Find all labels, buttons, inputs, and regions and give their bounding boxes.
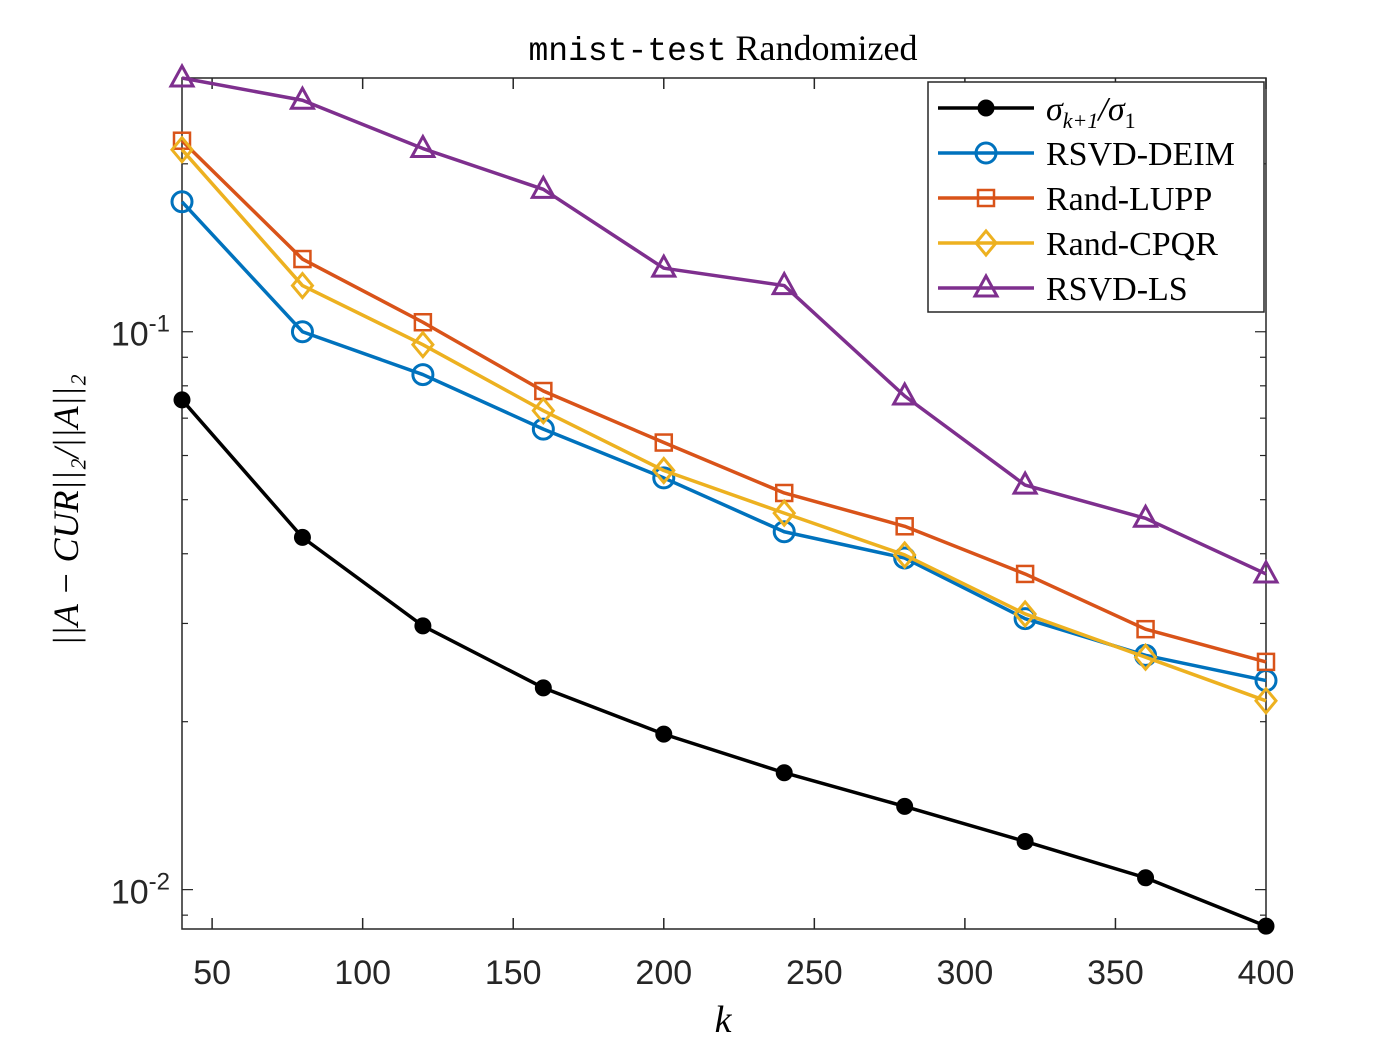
data-point	[170, 135, 194, 165]
data-point	[1133, 642, 1158, 672]
data-point	[1137, 869, 1155, 887]
legend-swatch-marker	[972, 272, 1000, 298]
y-tick-label: 10-1	[111, 311, 170, 354]
data-point	[1254, 686, 1278, 716]
data-point	[772, 520, 796, 544]
data-point	[654, 433, 674, 452]
data-point	[411, 363, 435, 387]
data-point	[1256, 652, 1276, 672]
data-point	[409, 133, 437, 159]
legend-swatch-marker	[974, 141, 998, 165]
data-point	[651, 456, 676, 485]
data-point	[1136, 619, 1155, 639]
chart-title-code: mnist-test	[529, 33, 727, 70]
data-point	[293, 528, 311, 546]
legend-label: RSVD-DEIM	[1046, 136, 1235, 173]
legend-label: Rand-CPQR	[1046, 226, 1218, 263]
x-tick-label: 200	[635, 954, 692, 992]
chart-title: mnist-test Randomized	[529, 28, 918, 70]
data-point	[414, 617, 432, 635]
x-axis-label: k	[715, 999, 733, 1041]
data-point	[891, 380, 919, 406]
series-3	[170, 135, 1278, 716]
data-point	[895, 517, 914, 536]
series-layer	[168, 62, 1280, 935]
x-tick-label: 50	[193, 954, 231, 992]
data-point	[892, 540, 917, 570]
data-point	[1011, 469, 1039, 495]
x-tick-label: 250	[786, 954, 843, 992]
x-tick-label: 150	[485, 954, 542, 992]
data-point	[772, 498, 797, 528]
series-line	[180, 139, 1267, 664]
x-tick-label: 350	[1087, 954, 1144, 992]
chart-title-text: Randomized	[727, 28, 918, 68]
data-point	[655, 725, 673, 743]
data-point	[775, 764, 793, 782]
data-point	[529, 174, 557, 199]
x-tick-label: 400	[1238, 954, 1295, 992]
data-point	[896, 797, 914, 815]
data-point	[1252, 558, 1280, 584]
data-point	[172, 131, 192, 150]
data-point	[770, 270, 798, 296]
data-point	[1257, 917, 1275, 935]
y-tick-label: 10-2	[111, 869, 170, 912]
legend-swatch-marker	[976, 188, 996, 208]
data-point	[652, 466, 676, 490]
data-point	[1016, 832, 1034, 850]
series-line	[180, 398, 1267, 928]
data-point	[1132, 503, 1160, 528]
x-tick-label: 300	[937, 954, 994, 992]
series-4	[168, 62, 1280, 584]
x-tick-label: 100	[334, 954, 391, 992]
data-point	[413, 312, 433, 332]
data-point	[410, 330, 435, 360]
data-point	[293, 249, 312, 269]
legend-label: RSVD-LS	[1046, 271, 1188, 308]
data-point	[534, 679, 552, 697]
data-point	[650, 253, 678, 278]
series-0	[173, 391, 1275, 935]
data-point	[290, 320, 314, 344]
data-point	[168, 62, 196, 88]
legend-label: σk+1/σ1	[1046, 91, 1136, 133]
legend-swatch-marker	[977, 99, 995, 117]
data-point	[288, 85, 316, 110]
svg-text:mnist-test Randomized: mnist-test Randomized	[529, 28, 918, 70]
data-point	[173, 391, 191, 409]
data-point	[1013, 599, 1038, 629]
series-line	[180, 148, 1267, 703]
data-point	[531, 417, 555, 441]
series-line	[181, 76, 1267, 576]
legend-label: Rand-LUPP	[1046, 181, 1212, 218]
data-point	[531, 396, 556, 426]
legend-swatch-marker	[974, 228, 998, 258]
data-point	[290, 271, 315, 300]
data-point	[1015, 564, 1035, 584]
y-axis-label: ||A − CUR||₂/||A||₂	[46, 374, 86, 646]
axis-ticks: 50 100 150 200 250 300 350 400 10-2 10-1	[111, 78, 1295, 992]
data-point	[170, 190, 194, 214]
